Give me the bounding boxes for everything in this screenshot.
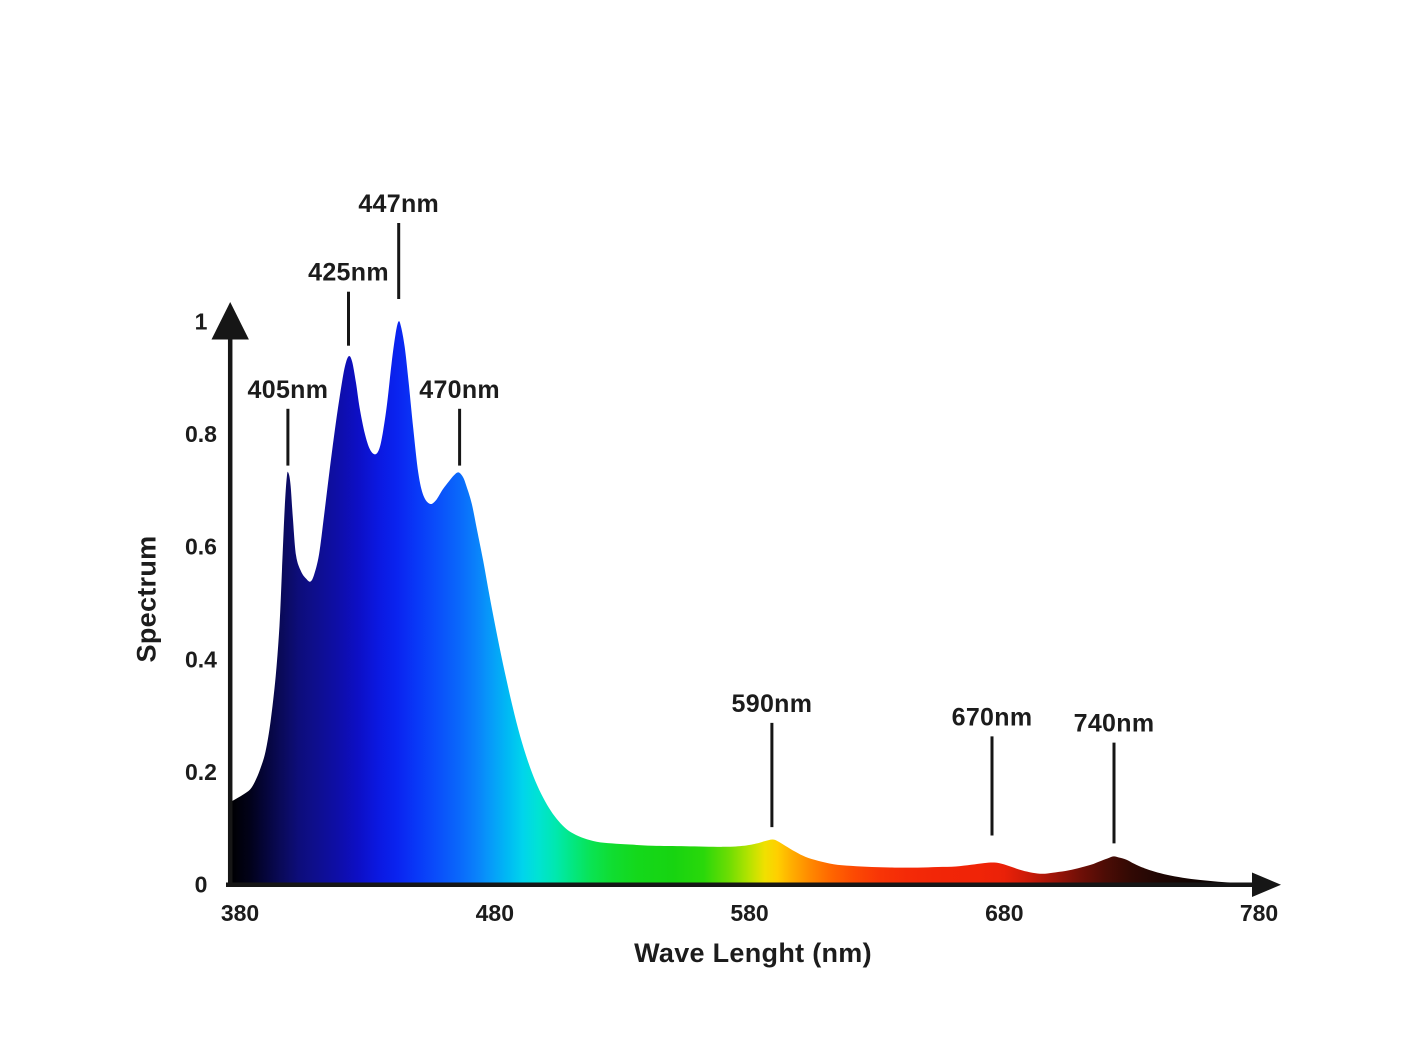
peak-label-670nm: 670nm: [952, 703, 1033, 731]
peak-label-405nm: 405nm: [248, 376, 329, 404]
peak-annotations: 405nm 425nm 447nm 470nm 590nm 670nm 740nm: [248, 190, 1155, 844]
peak-label-740nm: 740nm: [1074, 710, 1155, 738]
peak-label-447nm: 447nm: [358, 190, 439, 218]
y-tick-label-0.4: 0.4: [185, 646, 217, 672]
axes: [211, 302, 1281, 897]
x-tick-labels: 380 480 580 680 780: [221, 900, 1278, 926]
x-tick-label-680: 680: [985, 900, 1023, 926]
x-tick-label-380: 380: [221, 900, 259, 926]
y-axis-arrow-icon: [211, 302, 249, 340]
y-tick-label-1: 1: [195, 309, 208, 335]
y-axis-title: Spectrum: [132, 536, 162, 663]
x-axis-arrow-icon: [1252, 872, 1281, 897]
y-tick-label-0.2: 0.2: [185, 759, 217, 785]
x-tick-label-580: 580: [730, 900, 768, 926]
peak-label-425nm: 425nm: [308, 259, 389, 287]
y-tick-label-0.8: 0.8: [185, 421, 217, 447]
y-tick-label-0.6: 0.6: [185, 534, 217, 560]
y-tick-labels: 1 0.8 0.6 0.4 0.2 0: [185, 309, 217, 898]
x-tick-label-780: 780: [1240, 900, 1278, 926]
x-tick-label-480: 480: [476, 900, 514, 926]
y-tick-label-0: 0: [195, 872, 208, 898]
x-axis-title: Wave Lenght (nm): [634, 938, 872, 968]
spectrum-area: [229, 321, 1259, 885]
peak-label-590nm: 590nm: [732, 690, 813, 718]
peak-label-470nm: 470nm: [419, 376, 500, 404]
